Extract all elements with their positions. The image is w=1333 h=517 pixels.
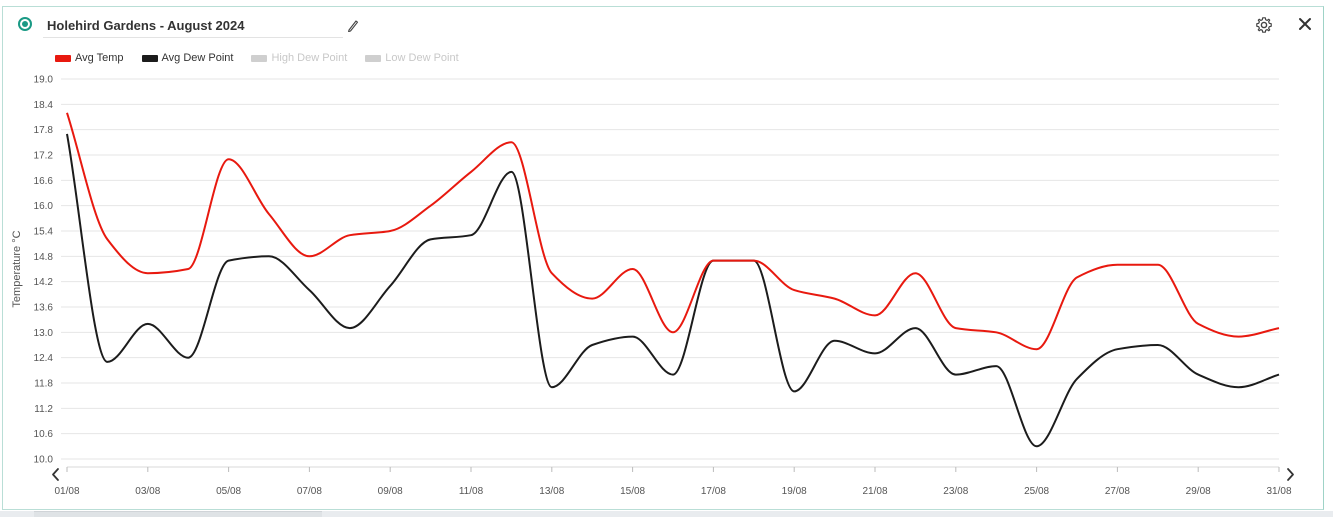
chevron-right-icon[interactable]: [1287, 468, 1294, 481]
chart-legend: Avg Temp Avg Dew Point High Dew Point Low D…: [55, 50, 459, 66]
y-tick-label: 10.6: [34, 429, 54, 440]
x-tick-label: 31/08: [1266, 486, 1291, 497]
y-tick-label: 13.6: [34, 303, 54, 314]
widget-header: Holehird Gardens - August 2024: [3, 7, 1323, 47]
chart-widget: Holehird Gardens - August 2024 Avg Temp A…: [2, 6, 1324, 510]
x-tick-label: 15/08: [620, 486, 645, 497]
y-tick-label: 15.4: [34, 227, 54, 238]
pencil-icon[interactable]: [345, 18, 359, 32]
legend-swatch: [141, 54, 158, 62]
y-axis-label: Temperature °C: [11, 230, 23, 307]
x-tick-label: 21/08: [862, 486, 887, 497]
x-tick-label: 07/08: [297, 486, 322, 497]
y-tick-label: 12.4: [34, 353, 54, 364]
x-tick-label: 03/08: [135, 486, 160, 497]
x-tick-label: 27/08: [1105, 486, 1130, 497]
y-tick-label: 19.0: [34, 75, 54, 86]
y-tick-label: 14.8: [34, 252, 54, 263]
x-tick-label: 05/08: [216, 486, 241, 497]
legend-label: Avg Dew Point: [161, 52, 234, 64]
legend-swatch: [55, 54, 71, 62]
status-dot-icon[interactable]: [18, 17, 32, 31]
x-tick-label: 19/08: [782, 486, 807, 497]
footer-tab[interactable]: [34, 511, 322, 517]
widget-title-input[interactable]: Holehird Gardens - August 2024: [43, 14, 343, 38]
y-tick-label: 10.0: [34, 455, 54, 466]
x-tick-label: 01/08: [54, 486, 79, 497]
legend-item-low-dew-point[interactable]: Low Dew Point: [365, 50, 459, 66]
x-tick-label: 09/08: [378, 486, 403, 497]
x-tick-label: 29/08: [1186, 486, 1211, 497]
y-tick-label: 18.4: [34, 100, 54, 111]
x-tick-label: 11/08: [459, 486, 484, 497]
legend-swatch: [251, 54, 268, 62]
y-tick-label: 13.0: [34, 328, 54, 339]
legend-swatch: [365, 54, 382, 62]
x-tick-label: 17/08: [701, 486, 726, 497]
legend-label: Low Dew Point: [385, 52, 459, 64]
y-tick-label: 17.8: [34, 125, 54, 136]
x-tick-label: 25/08: [1024, 486, 1049, 497]
y-tick-label: 16.0: [34, 201, 54, 212]
close-icon[interactable]: [1297, 16, 1313, 32]
legend-label: High Dew Point: [271, 52, 348, 64]
x-tick-label: 23/08: [943, 486, 968, 497]
series-line-avg-dew-point: [66, 133, 1280, 448]
legend-item-high-dew-point[interactable]: High Dew Point: [251, 50, 347, 66]
y-tick-label: 17.2: [34, 151, 54, 162]
legend-item-avg-temp[interactable]: Avg Temp: [55, 50, 124, 66]
gear-icon[interactable]: [1255, 16, 1273, 34]
series-line-avg-temp: [66, 112, 1280, 351]
x-tick-label: 13/08: [539, 486, 564, 497]
chevron-left-icon[interactable]: [52, 468, 59, 481]
footer-bar: [0, 511, 1333, 517]
y-tick-label: 14.2: [34, 277, 54, 288]
legend-item-avg-dew-point[interactable]: Avg Dew Point: [141, 50, 234, 66]
y-tick-label: 11.2: [34, 404, 53, 415]
y-tick-label: 16.6: [34, 176, 54, 187]
legend-label: Avg Temp: [75, 52, 124, 64]
y-tick-label: 11.8: [34, 379, 53, 390]
